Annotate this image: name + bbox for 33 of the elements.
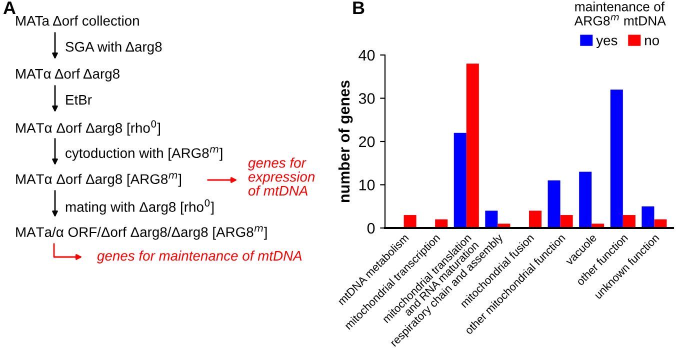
text: mating with Δarg8 [rho$^{0}$] <box>66 199 214 215</box>
y-tick-label: 30 <box>358 93 375 104</box>
bar <box>466 64 479 228</box>
bar <box>485 210 498 228</box>
y-axis-title: number of genes <box>338 80 353 202</box>
y-tick-label: 20 <box>359 136 375 148</box>
text: genes for expression of mtDNA <box>248 158 315 196</box>
legend-label: yes <box>596 38 618 48</box>
text: MATα Δorf Δarg8 <box>16 68 120 82</box>
bar <box>622 215 636 228</box>
chart-title: B <box>353 2 364 14</box>
bar <box>548 180 560 228</box>
text: cytoduction with [ARG8$^{m}$] <box>66 147 222 161</box>
y-tick-label: 40 <box>358 50 375 61</box>
bar <box>560 215 573 228</box>
text: SGA with Δarg8 <box>66 42 162 54</box>
text: EtBr <box>66 95 92 105</box>
legend-title: maintenance of ARG8$^{m}$ mtDNA <box>574 2 666 26</box>
bar <box>454 132 466 228</box>
text: genes for maintenance of mtDNA <box>97 250 302 264</box>
y-tick-label: 10 <box>359 180 375 190</box>
text: A <box>3 2 16 14</box>
legend-label: no <box>645 38 659 46</box>
bar <box>642 206 654 228</box>
bar <box>610 90 623 228</box>
bar <box>529 210 542 228</box>
text: MATα Δorf Δarg8 [rho$^{0}$] <box>16 120 160 136</box>
bar <box>579 172 592 228</box>
bar <box>404 215 416 228</box>
text: MATα Δorf Δarg8 [ARG8$^{m}$] <box>16 173 182 187</box>
text: MATa/α ORF/Δorf Δarg8/Δarg8 [ARG8$^{m}$] <box>16 226 267 240</box>
y-tick-label: 0 <box>367 222 375 234</box>
text: MATa Δorf collection <box>16 16 139 26</box>
